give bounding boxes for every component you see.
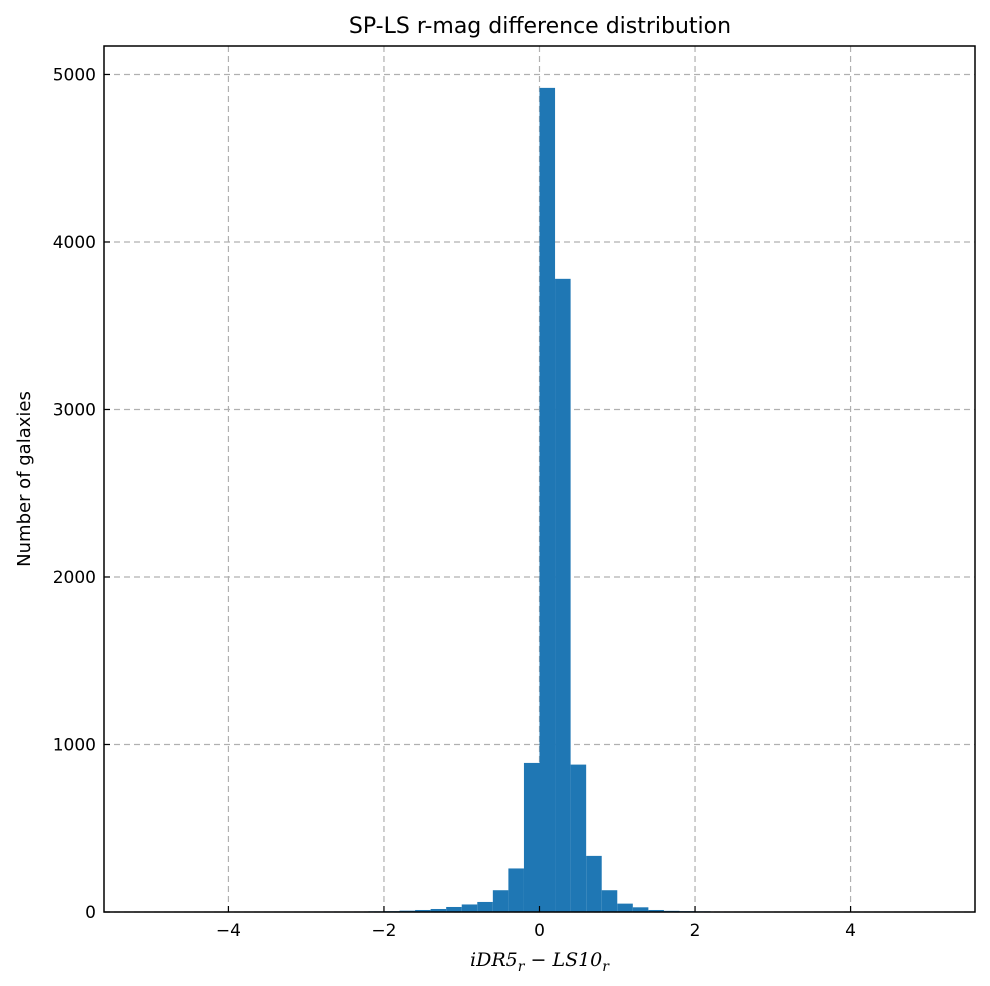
y-tick-label: 1000 — [53, 735, 96, 755]
histogram-bar — [601, 890, 618, 912]
histogram-bar — [430, 908, 447, 912]
x-tick-label: −2 — [371, 921, 396, 941]
x-axis-label-subscript: r — [602, 959, 610, 975]
chart-title: SP-LS r-mag difference distribution — [349, 14, 731, 39]
x-axis-label-term: LS10 — [551, 949, 602, 971]
histogram-bar — [586, 855, 602, 912]
x-tick-label: 4 — [845, 921, 856, 941]
histogram-bar — [523, 762, 540, 912]
histogram-bar — [508, 868, 524, 912]
y-tick-label: 3000 — [53, 400, 96, 420]
x-tick-label: 2 — [690, 921, 701, 941]
y-tick-label: 5000 — [53, 65, 96, 85]
histogram-bar — [648, 909, 664, 912]
bars-layer — [150, 87, 929, 912]
x-axis-label-operator: − — [524, 949, 552, 971]
x-tick-label: −4 — [216, 921, 241, 941]
x-axis-label-term: iDR5 — [470, 949, 518, 971]
x-axis-label-subscript: r — [518, 959, 526, 975]
histogram-bar — [632, 907, 649, 912]
histogram-bar — [570, 764, 587, 912]
plot-frame — [103, 45, 976, 913]
x-tick-label: 0 — [534, 921, 545, 941]
histogram-bar — [415, 909, 431, 912]
histogram-bar — [555, 278, 571, 912]
x-axis-label: iDR5r​ − LS10r​ — [470, 949, 610, 975]
histogram-bar — [492, 890, 509, 912]
histogram-bar — [539, 87, 556, 912]
y-tick-label: 0 — [85, 903, 96, 923]
histogram-bar — [477, 901, 493, 912]
y-tick-label: 4000 — [53, 233, 96, 253]
histogram-bar — [617, 903, 633, 912]
ticks-layer: −4 −2 0 2 4 0 1000 2000 3000 4000 5000 — [53, 65, 856, 941]
y-axis-label: Number of galaxies — [14, 391, 35, 567]
y-tick-label: 2000 — [53, 568, 96, 588]
histogram-bar — [461, 904, 478, 912]
histogram-bar — [446, 906, 462, 912]
